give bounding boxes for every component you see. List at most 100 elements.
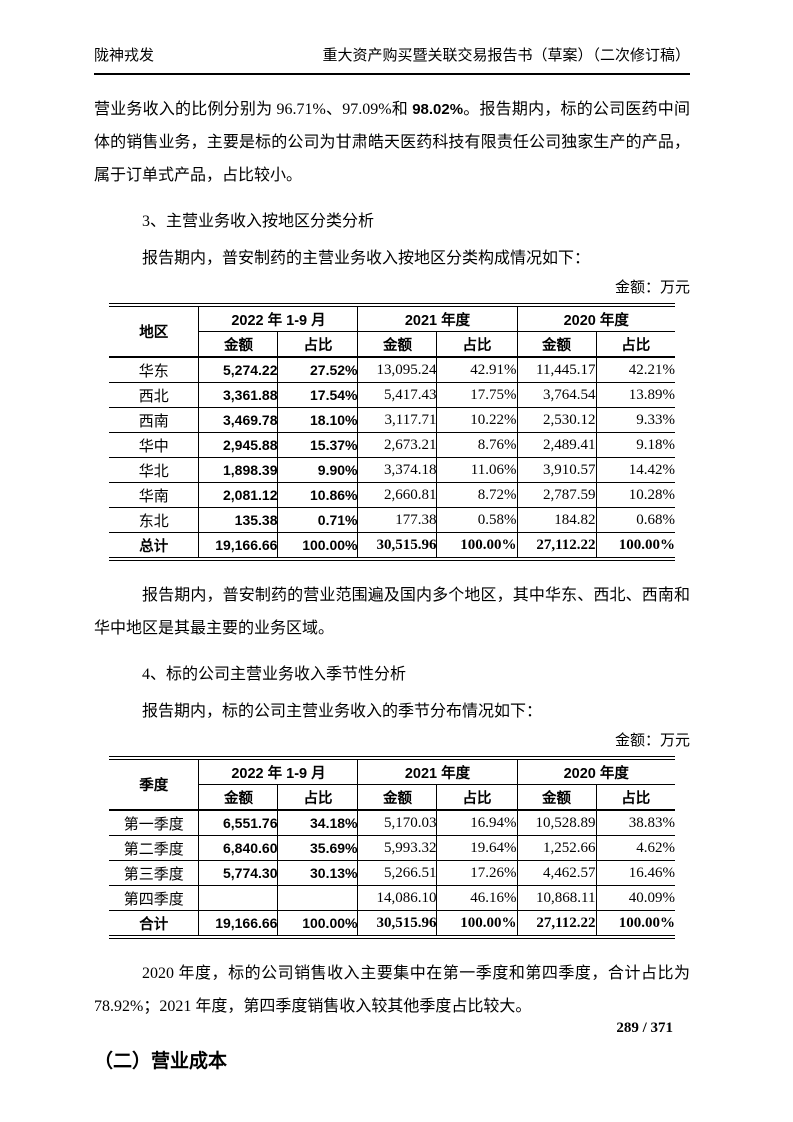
table-cell: 9.18% — [595, 432, 676, 458]
table-cell: 100.00% — [436, 532, 518, 560]
table-cell: 135.38 — [198, 507, 279, 533]
table-cell: 6,551.76 — [198, 809, 279, 836]
table-cell: 2,673.21 — [357, 432, 438, 458]
table-cell: 14,086.10 — [357, 885, 438, 911]
table-row-label: 第四季度 — [108, 885, 200, 911]
header-left-title: 陇神戎发 — [94, 48, 155, 64]
table-total-row: 合计 19,166.66 100.00% 30,515.96 100.00% 27,112… — [108, 910, 676, 938]
table-sub-header: 占比 — [436, 331, 518, 358]
table-cell: 2,945.88 — [198, 432, 279, 458]
table-period-header: 2020 年度 — [516, 304, 676, 332]
table-cell: 100.00% — [277, 532, 359, 560]
table-cell: 13,095.24 — [357, 356, 438, 383]
table-row-label: 东北 — [108, 507, 200, 533]
table-row-label: 第三季度 — [108, 860, 200, 886]
table-cell: 3,374.18 — [357, 457, 438, 483]
table-cell: 100.00% — [277, 910, 359, 938]
table-cell: 11,445.17 — [516, 356, 597, 383]
table-row: 第一季度 6,551.76 34.18% 5,170.03 16.94% 10,528.8… — [108, 809, 676, 836]
table-sub-header: 金额 — [516, 784, 597, 811]
table-cell: 10,868.11 — [516, 885, 597, 911]
intro-paragraph-post: 。报告期内，标的公司医药中间体的销售业务，主要是标的公司为甘肃皓天医药科技有限责… — [94, 101, 690, 184]
table-cell: 42.21% — [595, 356, 676, 383]
table-cell: 2,489.41 — [516, 432, 597, 458]
section4-unit-label: 金额：万元 — [614, 733, 690, 749]
table-sub-header: 金额 — [357, 784, 438, 811]
table-sub-header: 金额 — [198, 784, 279, 811]
table-cell: 16.46% — [595, 860, 676, 886]
table-cell: 6,840.60 — [198, 835, 279, 861]
table-row: 华北 1,898.39 9.90% 3,374.18 11.06% 3,910.57 14.… — [108, 457, 676, 483]
table-cell — [198, 885, 279, 911]
intro-paragraph-pre: 营业务收入的比例分别为 96.71%、97.09%和 — [94, 101, 413, 118]
table-cell: 184.82 — [516, 507, 597, 533]
table-cell: 3,469.78 — [198, 407, 279, 433]
table-cell: 3,910.57 — [516, 457, 597, 483]
table-cell: 19.64% — [436, 835, 518, 861]
table-period-header: 2020 年度 — [516, 757, 676, 785]
table-cell: 35.69% — [277, 835, 359, 861]
table-row-label: 华中 — [108, 432, 200, 458]
table-row-label: 华东 — [108, 356, 200, 383]
table-row: 华南 2,081.12 10.86% 2,660.81 8.72% 2,787.59 10.… — [108, 482, 676, 508]
table-cell: 100.00% — [436, 910, 518, 938]
table-cell: 38.83% — [595, 809, 676, 836]
table-cell: 11.06% — [436, 457, 518, 483]
table-cell: 2,660.81 — [357, 482, 438, 508]
table-cell: 14.42% — [595, 457, 676, 483]
table-cell: 5,993.32 — [357, 835, 438, 861]
table-row-label: 华北 — [108, 457, 200, 483]
table-cell: 0.58% — [436, 507, 518, 533]
table-corner-header: 季度 — [108, 757, 200, 811]
table-cell: 18.10% — [277, 407, 359, 433]
table-cell: 40.09% — [595, 885, 676, 911]
table-cell: 30.13% — [277, 860, 359, 886]
table-cell: 46.16% — [436, 885, 518, 911]
table-cell: 8.76% — [436, 432, 518, 458]
table-cell: 8.72% — [436, 482, 518, 508]
table-cell: 27,112.22 — [516, 910, 597, 938]
page-number: 289 / 371 — [616, 1020, 673, 1036]
table-cell: 2,787.59 — [516, 482, 597, 508]
table-cell: 15.37% — [277, 432, 359, 458]
table-period-header: 2022 年 1-9 月 — [198, 304, 359, 332]
table-sub-header: 占比 — [595, 331, 676, 358]
table-cell: 5,774.30 — [198, 860, 279, 886]
page-header: 陇神戎发 重大资产购买暨关联交易报告书（草案）（二次修订稿） — [94, 46, 690, 75]
table-row: 西南 3,469.78 18.10% 3,117.71 10.22% 2,530.12 9.… — [108, 407, 676, 433]
table-period-header: 2021 年度 — [357, 757, 518, 785]
table-cell: 9.33% — [595, 407, 676, 433]
table-row-label: 合计 — [108, 910, 200, 938]
table-cell: 5,417.43 — [357, 382, 438, 408]
table-cell: 3,764.54 — [516, 382, 597, 408]
header-right-title: 重大资产购买暨关联交易报告书（草案）（二次修订稿） — [322, 48, 690, 64]
region-note-paragraph: 报告期内，普安制药的营业范围遍及国内多个地区，其中华东、西北、西南和华中地区是其… — [94, 587, 690, 637]
table-sub-header: 占比 — [277, 331, 359, 358]
section3-intro: 报告期内，普安制药的主营业务收入按地区分类构成情况如下： — [142, 250, 591, 267]
table-cell: 2,081.12 — [198, 482, 279, 508]
table-cell: 30,515.96 — [357, 910, 438, 938]
table-row: 第四季度 14,086.10 46.16% 10,868.11 40.09% — [108, 885, 676, 911]
quarterly-revenue-table: 季度 2022 年 1-9 月 2021 年度 2020 年度 金额 占比 金额 占比 金额 占比… — [108, 756, 676, 939]
table-row: 西北 3,361.88 17.54% 5,417.43 17.75% 3,764.54 13… — [108, 382, 676, 408]
intro-paragraph: 营业务收入的比例分别为 96.71%、97.09%和 98.02%。报告期内，标… — [94, 93, 690, 192]
table-cell: 5,170.03 — [357, 809, 438, 836]
section4-heading: 4、标的公司主营业务收入季节性分析 — [142, 666, 407, 683]
table-cell: 17.75% — [436, 382, 518, 408]
table-cell: 19,166.66 — [198, 532, 279, 560]
table-cell: 17.54% — [277, 382, 359, 408]
table-cell: 5,274.22 — [198, 356, 279, 383]
table-row-label: 西南 — [108, 407, 200, 433]
table-sub-header: 占比 — [277, 784, 359, 811]
table-cell: 10.86% — [277, 482, 359, 508]
section2-heading: （二）营业成本 — [94, 1051, 228, 1072]
table-cell: 34.18% — [277, 809, 359, 836]
table-sub-header: 占比 — [595, 784, 676, 811]
table-cell: 10.28% — [595, 482, 676, 508]
table-sub-header: 金额 — [516, 331, 597, 358]
table-cell: 16.94% — [436, 809, 518, 836]
section3-heading: 3、主营业务收入按地区分类分析 — [142, 213, 375, 230]
table-row-label: 西北 — [108, 382, 200, 408]
table-cell: 100.00% — [595, 532, 676, 560]
